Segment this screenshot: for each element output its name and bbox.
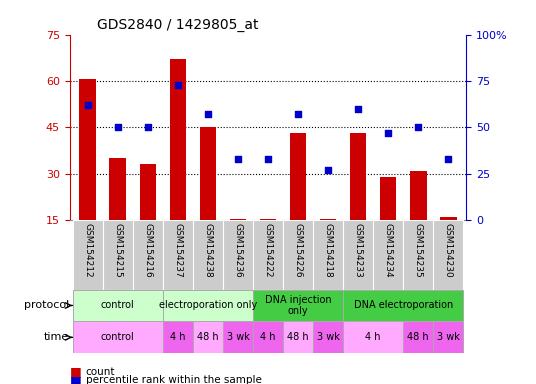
Text: DNA electroporation: DNA electroporation xyxy=(354,300,453,311)
Text: time: time xyxy=(44,332,69,343)
Point xyxy=(324,167,332,173)
Bar xyxy=(403,321,433,353)
Text: 4 h: 4 h xyxy=(366,332,381,343)
Bar xyxy=(103,220,133,290)
Bar xyxy=(253,321,283,353)
Bar xyxy=(253,220,283,290)
Text: GSM154212: GSM154212 xyxy=(83,223,92,278)
Bar xyxy=(73,220,103,290)
Bar xyxy=(343,321,403,353)
Text: 3 wk: 3 wk xyxy=(317,332,339,343)
Bar xyxy=(193,321,223,353)
Bar xyxy=(260,219,276,220)
Bar xyxy=(380,177,397,220)
Point xyxy=(204,111,212,118)
Text: 4 h: 4 h xyxy=(260,332,276,343)
Bar xyxy=(433,220,463,290)
Bar xyxy=(230,219,246,220)
Text: 48 h: 48 h xyxy=(287,332,309,343)
Bar xyxy=(440,217,457,220)
Text: GSM154222: GSM154222 xyxy=(264,223,272,278)
Text: GSM154238: GSM154238 xyxy=(203,223,212,278)
Text: GSM154233: GSM154233 xyxy=(354,223,363,278)
Bar xyxy=(283,321,313,353)
Bar xyxy=(313,220,343,290)
Bar xyxy=(73,321,163,353)
Text: count: count xyxy=(86,367,115,377)
Bar xyxy=(79,79,96,220)
Point xyxy=(414,124,422,130)
Text: GSM154226: GSM154226 xyxy=(294,223,302,278)
Text: GSM154234: GSM154234 xyxy=(384,223,393,278)
Text: percentile rank within the sample: percentile rank within the sample xyxy=(86,375,262,384)
Point xyxy=(234,156,242,162)
Text: GSM154235: GSM154235 xyxy=(414,223,423,278)
Point xyxy=(84,102,92,108)
Bar xyxy=(133,220,163,290)
Text: 48 h: 48 h xyxy=(197,332,219,343)
Text: GSM154216: GSM154216 xyxy=(143,223,152,278)
Point xyxy=(114,124,122,130)
Bar xyxy=(343,290,463,321)
Point xyxy=(444,156,452,162)
Bar xyxy=(313,321,343,353)
Bar xyxy=(433,321,463,353)
Bar xyxy=(403,220,433,290)
Bar xyxy=(253,290,343,321)
Text: 3 wk: 3 wk xyxy=(227,332,249,343)
Bar xyxy=(223,220,253,290)
Text: 3 wk: 3 wk xyxy=(437,332,460,343)
Bar xyxy=(320,219,337,220)
Bar xyxy=(350,134,367,220)
Text: GSM154215: GSM154215 xyxy=(113,223,122,278)
Text: control: control xyxy=(101,332,135,343)
Point xyxy=(354,106,362,112)
Text: DNA injection
only: DNA injection only xyxy=(265,295,331,316)
Bar xyxy=(343,220,373,290)
Bar xyxy=(290,134,306,220)
Text: control: control xyxy=(101,300,135,311)
Bar xyxy=(163,321,193,353)
Text: GSM154236: GSM154236 xyxy=(234,223,242,278)
Text: GSM154230: GSM154230 xyxy=(444,223,453,278)
Point xyxy=(144,124,152,130)
Text: GDS2840 / 1429805_at: GDS2840 / 1429805_at xyxy=(98,18,259,32)
Bar xyxy=(410,170,427,220)
Text: GSM154218: GSM154218 xyxy=(324,223,333,278)
Text: ■: ■ xyxy=(70,374,81,384)
Bar xyxy=(73,290,163,321)
Text: protocol: protocol xyxy=(24,300,69,311)
Bar xyxy=(163,290,253,321)
Bar xyxy=(139,164,156,220)
Bar xyxy=(109,158,126,220)
Point xyxy=(174,81,182,88)
Point xyxy=(384,130,392,136)
Point xyxy=(264,156,272,162)
Bar xyxy=(163,220,193,290)
Bar xyxy=(169,59,186,220)
Bar xyxy=(199,127,216,220)
Text: electroporation only: electroporation only xyxy=(159,300,257,311)
Text: 4 h: 4 h xyxy=(170,332,185,343)
Text: GSM154237: GSM154237 xyxy=(173,223,182,278)
Bar xyxy=(193,220,223,290)
Point xyxy=(294,111,302,118)
Bar xyxy=(373,220,403,290)
Text: ■: ■ xyxy=(70,365,81,378)
Bar xyxy=(283,220,313,290)
Bar xyxy=(223,321,253,353)
Text: 48 h: 48 h xyxy=(407,332,429,343)
